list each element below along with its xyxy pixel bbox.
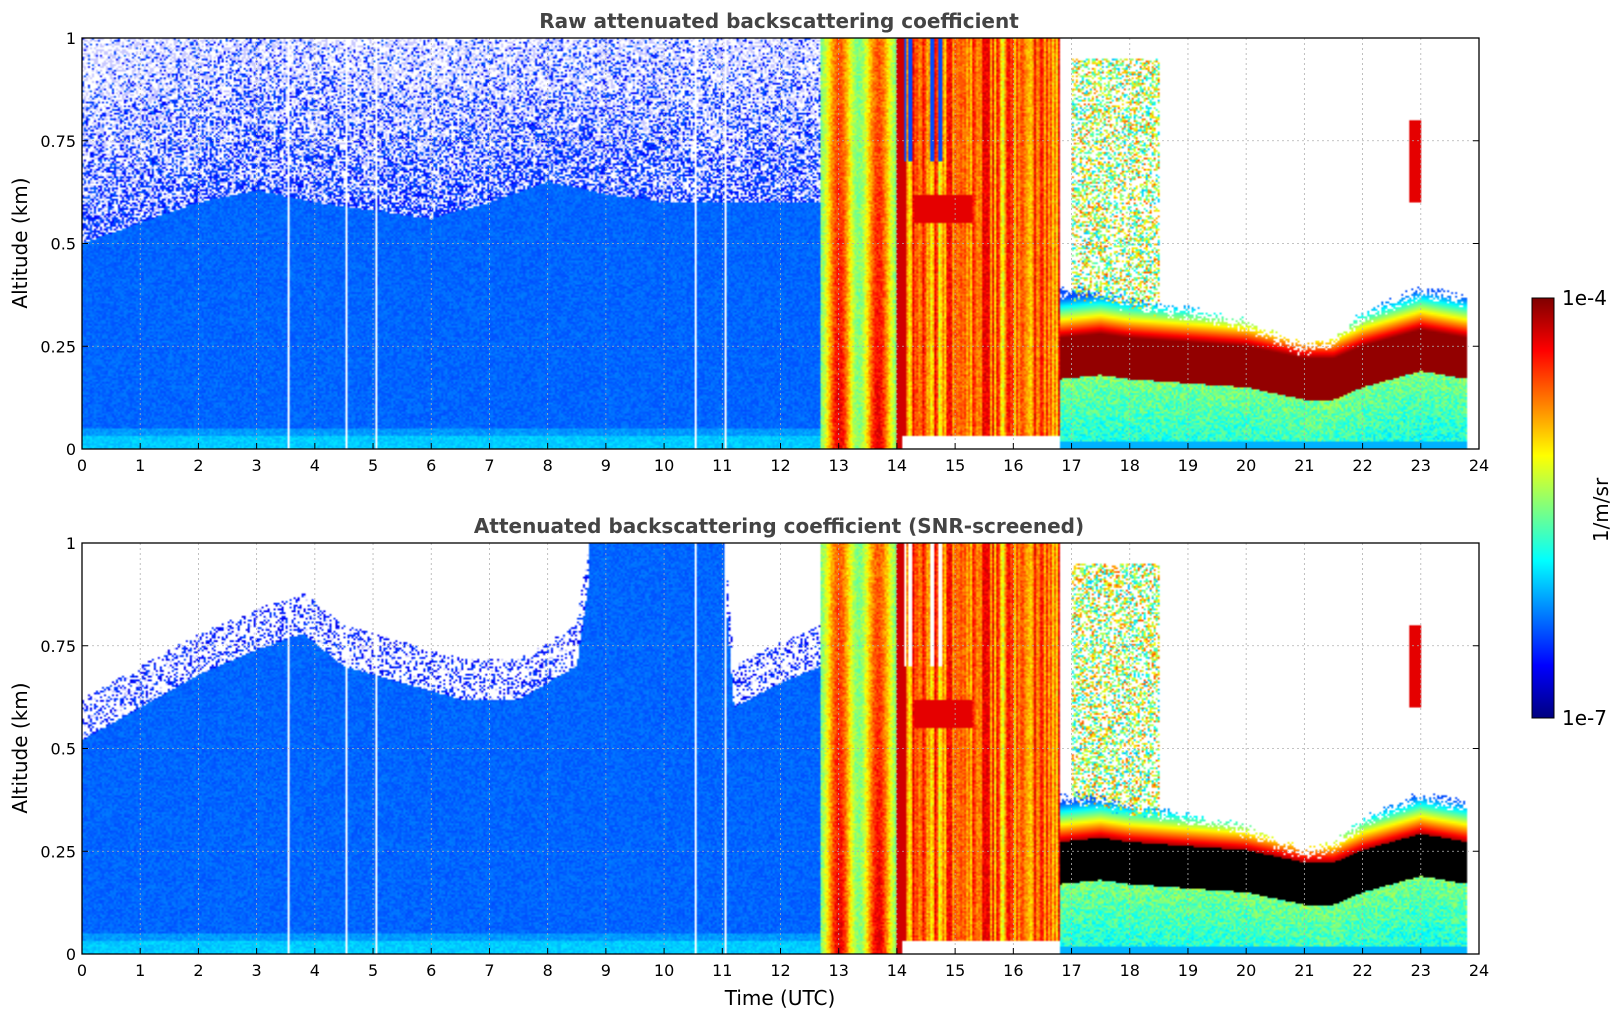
y-tick-label: 0.25 — [40, 842, 76, 861]
x-tick-label: 5 — [368, 456, 378, 475]
grid-screened — [82, 543, 1479, 954]
y-tick-label: 0 — [66, 945, 76, 964]
ylabel-screened: Altitude (km) — [8, 682, 32, 813]
x-tick-label: 22 — [1352, 961, 1372, 980]
panel-screened: Attenuated backscattering coefficient (S… — [8, 514, 1489, 1010]
x-tick-label: 6 — [426, 456, 436, 475]
x-tick-label: 18 — [1120, 961, 1140, 980]
y-tick-label: 1 — [66, 534, 76, 553]
xlabel-time: Time (UTC) — [724, 986, 836, 1010]
x-tick-label: 19 — [1178, 456, 1198, 475]
x-tick-label: 16 — [1003, 961, 1023, 980]
x-tick-label: 20 — [1236, 456, 1256, 475]
x-tick-label: 23 — [1411, 456, 1431, 475]
title-raw: Raw attenuated backscattering coefficien… — [539, 9, 1019, 33]
x-tick-label: 8 — [543, 961, 553, 980]
x-tick-label: 1 — [135, 456, 145, 475]
x-tick-label: 9 — [601, 961, 611, 980]
y-tick-label: 1 — [66, 29, 76, 48]
x-tick-label: 13 — [829, 456, 849, 475]
x-tick-label: 2 — [193, 961, 203, 980]
x-tick-label: 13 — [829, 961, 849, 980]
y-tick-label: 0.5 — [51, 235, 76, 254]
x-tick-label: 18 — [1120, 456, 1140, 475]
x-tick-label: 9 — [601, 456, 611, 475]
x-tick-label: 7 — [484, 961, 494, 980]
x-tick-label: 11 — [712, 456, 732, 475]
ylabel-raw: Altitude (km) — [8, 177, 32, 308]
x-tick-label: 0 — [77, 961, 87, 980]
panel-raw: Raw attenuated backscattering coefficien… — [8, 9, 1489, 475]
x-tick-label: 0 — [77, 456, 87, 475]
colorbar-max-label: 1e-4 — [1562, 286, 1607, 310]
x-tick-label: 19 — [1178, 961, 1198, 980]
colorbar: 1e-4 1e-7 1/m/sr — [1531, 286, 1613, 730]
x-tick-label: 1 — [135, 961, 145, 980]
x-tick-label: 24 — [1469, 456, 1489, 475]
x-tick-label: 3 — [252, 961, 262, 980]
grid-raw — [82, 38, 1479, 449]
y-tick-label: 0 — [66, 440, 76, 459]
x-tick-label: 16 — [1003, 456, 1023, 475]
colorbar-gradient — [1531, 297, 1555, 719]
x-tick-label: 7 — [484, 456, 494, 475]
x-tick-label: 4 — [310, 456, 320, 475]
ticks-raw: 0 1 2 3 4 5 6 7 8 9 10 11 12 13 14 15 16 17 18 19 20 21 22 23 24… — [40, 29, 1489, 475]
x-tick-label: 17 — [1061, 961, 1081, 980]
x-tick-label: 3 — [252, 456, 262, 475]
y-tick-label: 0.25 — [40, 337, 76, 356]
y-tick-label: 0.75 — [40, 637, 76, 656]
x-tick-label: 14 — [887, 456, 907, 475]
x-tick-label: 11 — [712, 961, 732, 980]
x-tick-label: 12 — [770, 961, 790, 980]
x-tick-label: 10 — [654, 961, 674, 980]
y-tick-label: 0.5 — [51, 740, 76, 759]
title-screened: Attenuated backscattering coefficient (S… — [474, 514, 1084, 538]
x-tick-label: 23 — [1411, 961, 1431, 980]
x-tick-label: 24 — [1469, 961, 1489, 980]
x-tick-label: 20 — [1236, 961, 1256, 980]
x-tick-label: 12 — [770, 456, 790, 475]
x-tick-label: 15 — [945, 456, 965, 475]
x-tick-label: 21 — [1294, 961, 1314, 980]
x-tick-label: 6 — [426, 961, 436, 980]
y-tick-label: 0.75 — [40, 132, 76, 151]
x-tick-label: 22 — [1352, 456, 1372, 475]
x-tick-label: 15 — [945, 961, 965, 980]
x-tick-label: 21 — [1294, 456, 1314, 475]
x-tick-label: 17 — [1061, 456, 1081, 475]
colorbar-unit-label: 1/m/sr — [1589, 477, 1613, 542]
colorbar-min-label: 1e-7 — [1562, 706, 1607, 730]
x-tick-label: 8 — [543, 456, 553, 475]
ticks-screened: 0 1 2 3 4 5 6 7 8 9 10 11 12 13 14 15 16 17 18 19 20 21 22 23 24… — [40, 534, 1489, 980]
x-tick-label: 14 — [887, 961, 907, 980]
x-tick-label: 5 — [368, 961, 378, 980]
x-tick-label: 4 — [310, 961, 320, 980]
x-tick-label: 2 — [193, 456, 203, 475]
x-tick-label: 10 — [654, 456, 674, 475]
